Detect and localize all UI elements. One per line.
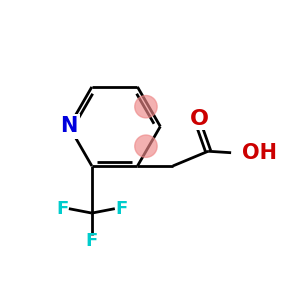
- Circle shape: [135, 95, 157, 118]
- Text: OH: OH: [242, 143, 277, 163]
- Text: F: F: [56, 200, 68, 218]
- Text: F: F: [86, 232, 98, 250]
- Text: N: N: [60, 116, 78, 136]
- Circle shape: [135, 135, 157, 158]
- Text: F: F: [115, 200, 128, 218]
- Text: O: O: [190, 109, 209, 129]
